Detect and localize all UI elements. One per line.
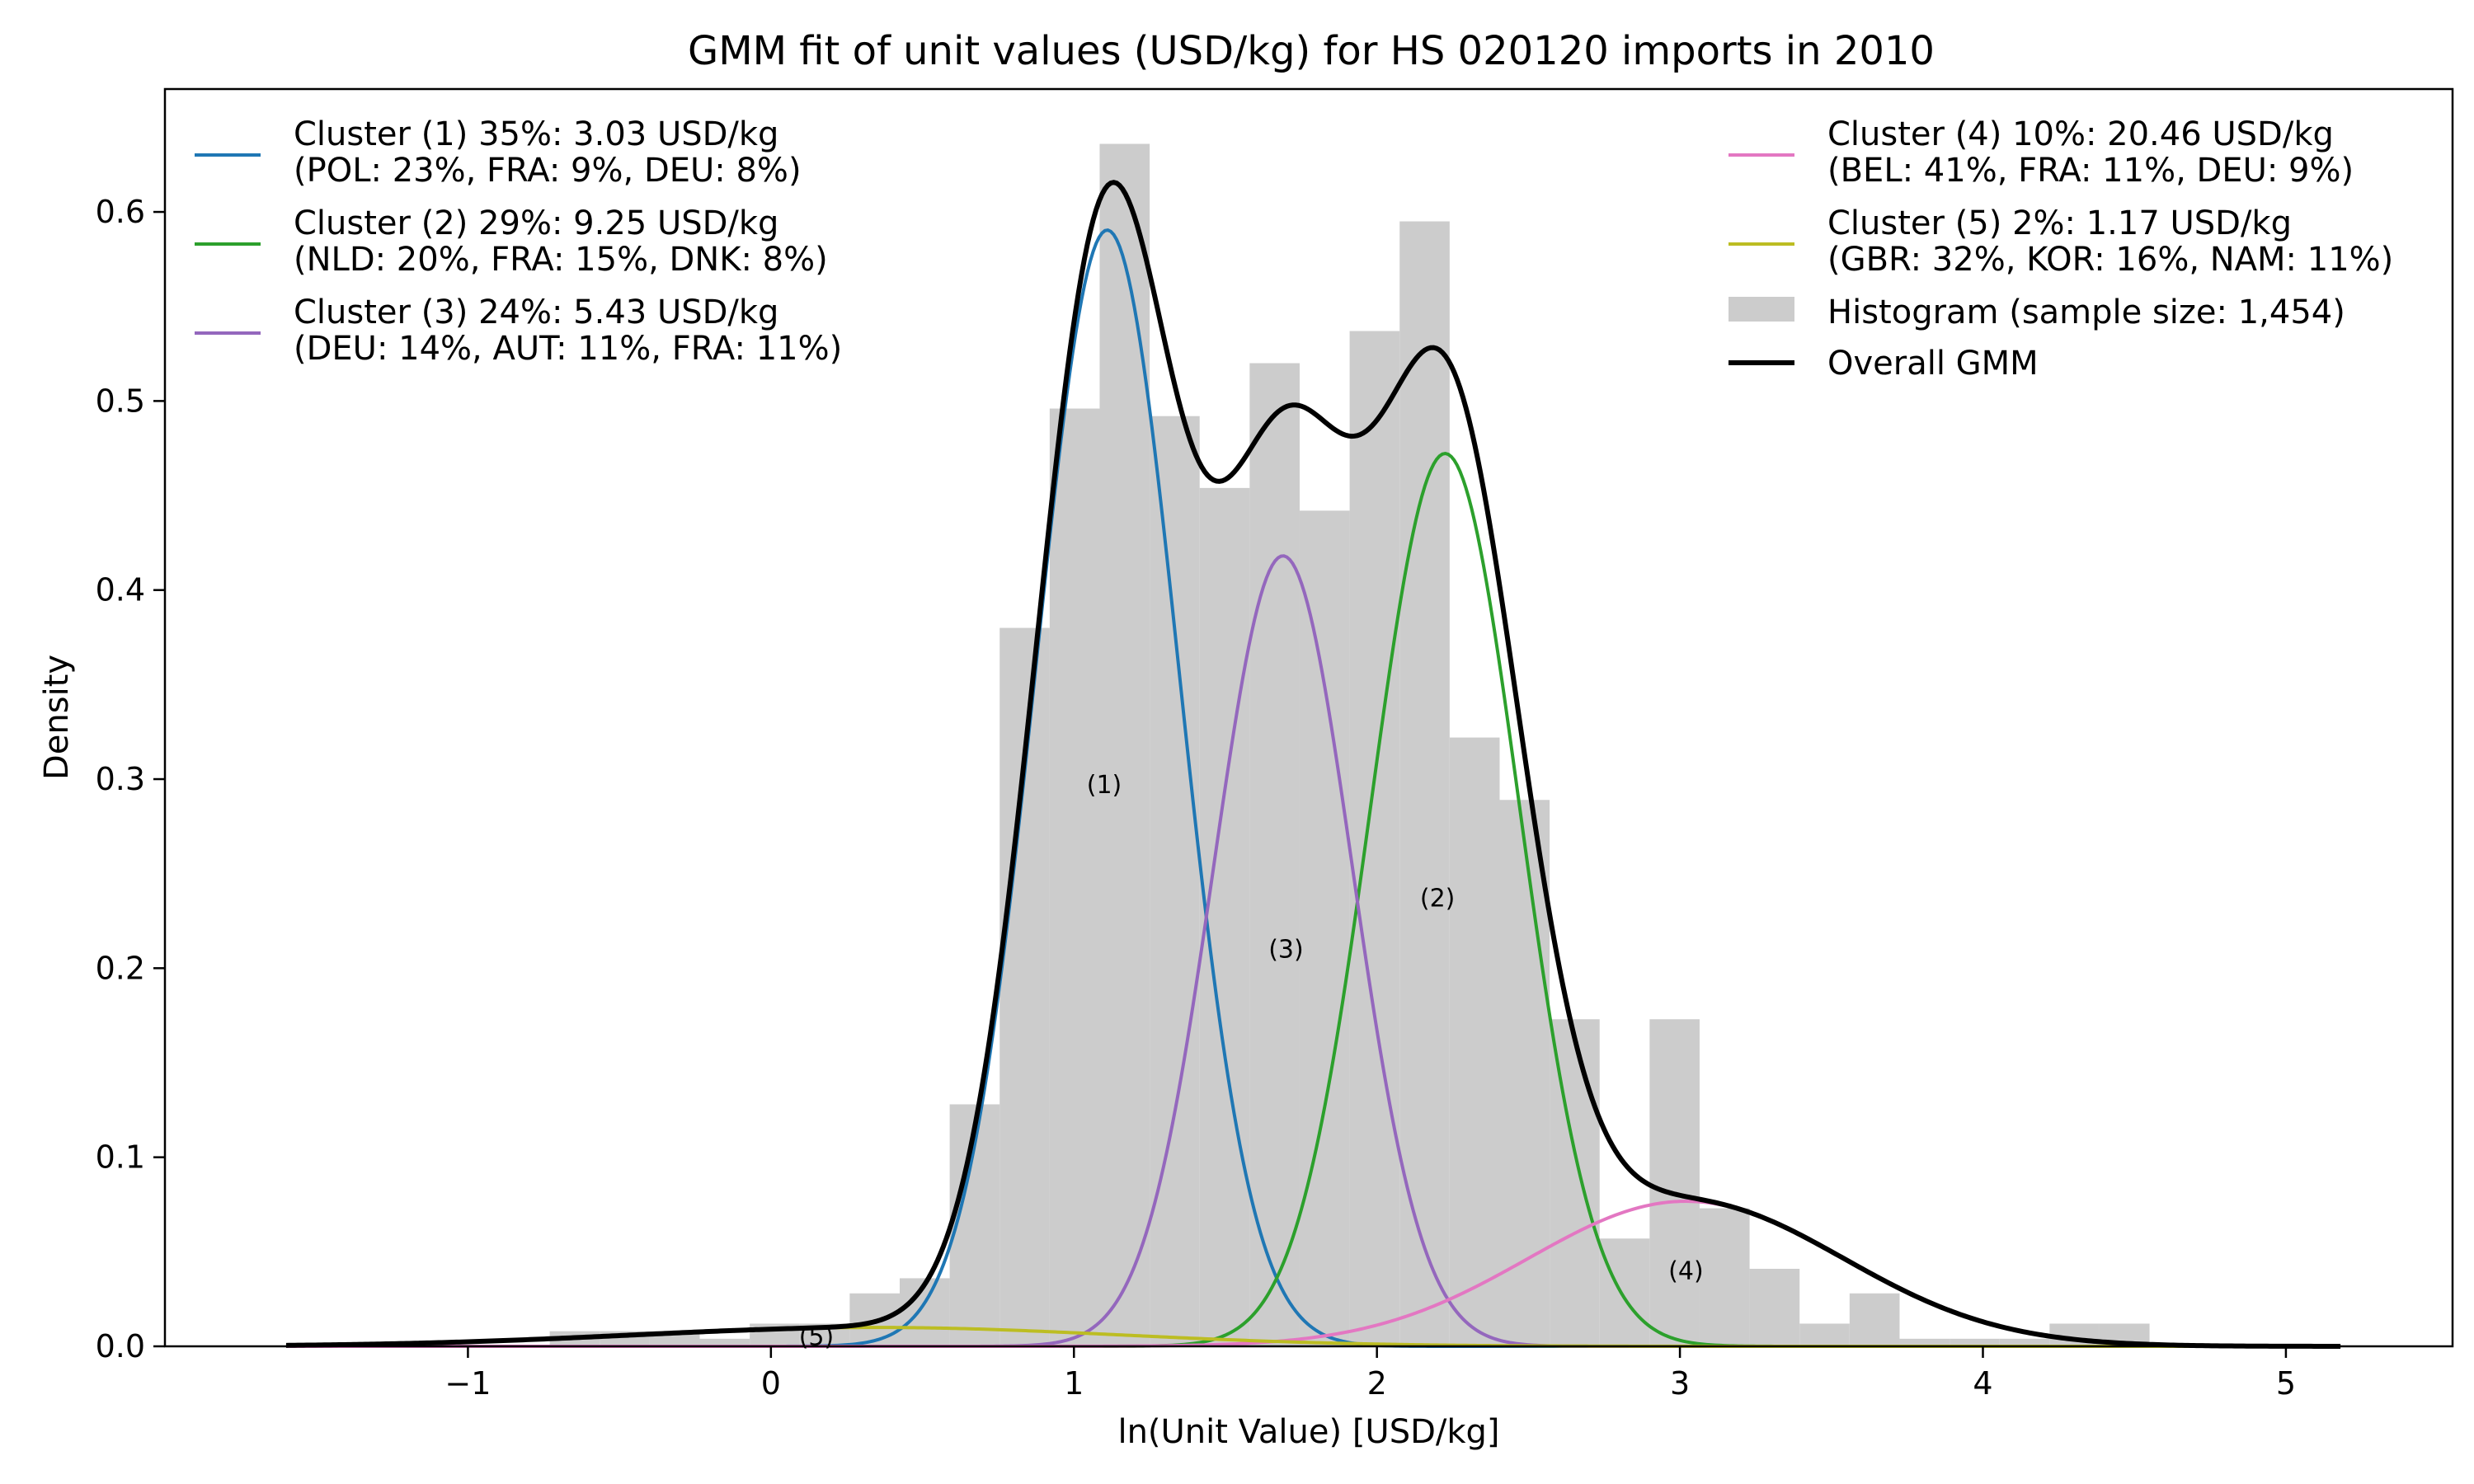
x-tick-label: 4 — [1973, 1365, 1992, 1402]
histogram-bar — [1849, 1293, 1900, 1346]
x-axis-label: ln(Unit Value) [USD/kg] — [1117, 1413, 1499, 1451]
x-tick-label: 2 — [1367, 1365, 1387, 1402]
histogram-bar — [1599, 1238, 1650, 1346]
cluster-1-label: (1) — [1087, 771, 1122, 800]
legend-cluster-3-line2: (DEU: 14%, AUT: 11%, FRA: 11%) — [294, 330, 842, 368]
histogram-bar — [1749, 1268, 1800, 1346]
histogram-bar — [1499, 800, 1550, 1346]
histogram-bar — [1799, 1323, 1850, 1346]
histogram-bar — [1999, 1338, 2050, 1346]
histogram-bar — [1699, 1208, 1750, 1346]
histogram-bar — [1649, 1019, 1700, 1346]
histogram-bar — [1449, 737, 1500, 1346]
y-tick-label: 0.5 — [96, 383, 145, 419]
legend-histogram-swatch — [1729, 297, 1794, 322]
y-tick-label: 0.3 — [96, 761, 145, 797]
legend-cluster-4-line2: (BEL: 41%, FRA: 11%, DEU: 9%) — [1827, 152, 2354, 190]
y-axis-label: Density — [38, 655, 76, 780]
x-tick-label: −1 — [444, 1365, 491, 1402]
legend-cluster-1-line1: Cluster (1) 35%: 3.03 USD/kg — [294, 115, 778, 153]
legend-cluster-1-line2: (POL: 23%, FRA: 9%, DEU: 8%) — [294, 152, 802, 190]
legend: Cluster (1) 35%: 3.03 USD/kg(POL: 23%, F… — [195, 115, 2393, 383]
histogram-bar — [1150, 416, 1200, 1347]
cluster-4-label: (4) — [1668, 1256, 1704, 1285]
legend-cluster-2-line2: (NLD: 20%, FRA: 15%, DNK: 8%) — [294, 241, 828, 279]
y-axis-ticks: 0.0 0.1 0.2 0.3 0.4 0.5 0.6 — [96, 194, 165, 1364]
overall-gmm-curve — [285, 180, 2341, 1349]
cluster-labels: (1) (2) (3) (4) (5) — [799, 771, 1704, 1352]
x-tick-label: 5 — [2276, 1365, 2296, 1402]
y-tick-label: 0.4 — [96, 572, 145, 608]
histogram-bar — [1399, 221, 1450, 1346]
histogram-bar — [1899, 1338, 1950, 1346]
histogram — [549, 143, 2150, 1347]
y-tick-label: 0.6 — [96, 194, 145, 230]
histogram-bar — [1049, 408, 1100, 1346]
cluster-5-label: (5) — [799, 1323, 835, 1352]
histogram-bar — [899, 1278, 950, 1346]
histogram-bar — [1249, 363, 1300, 1346]
y-tick-label: 0.0 — [96, 1328, 145, 1364]
legend-cluster-2-line1: Cluster (2) 29%: 9.25 USD/kg — [294, 204, 778, 242]
x-axis-ticks: −1 0 1 2 3 4 5 — [444, 1346, 2296, 1402]
cluster-3-label: (3) — [1268, 935, 1304, 964]
legend-cluster-5-line1: Cluster (5) 2%: 1.17 USD/kg — [1827, 204, 2292, 242]
x-tick-label: 1 — [1064, 1365, 1084, 1402]
histogram-bar — [1349, 331, 1400, 1347]
histogram-bar — [1099, 143, 1150, 1346]
y-tick-label: 0.1 — [96, 1139, 145, 1176]
legend-overall-label: Overall GMM — [1827, 345, 2039, 383]
cluster-2-label: (2) — [1420, 885, 1456, 913]
chart-title: GMM fit of unit values (USD/kg) for HS 0… — [688, 28, 1935, 74]
histogram-bar — [1950, 1338, 2000, 1346]
histogram-bar — [1299, 510, 1350, 1346]
plot-frame — [163, 87, 2454, 1348]
x-tick-label: 0 — [761, 1365, 781, 1402]
legend-cluster-3-line1: Cluster (3) 24%: 5.43 USD/kg — [294, 294, 778, 331]
legend-cluster-4-line1: Cluster (4) 10%: 20.46 USD/kg — [1827, 115, 2334, 153]
legend-cluster-5-line2: (GBR: 32%, KOR: 16%, NAM: 11%) — [1827, 241, 2393, 279]
legend-histogram-label: Histogram (sample size: 1,454) — [1827, 294, 2345, 331]
histogram-bar — [699, 1338, 750, 1346]
x-tick-label: 3 — [1670, 1365, 1690, 1402]
y-tick-label: 0.2 — [96, 950, 145, 986]
